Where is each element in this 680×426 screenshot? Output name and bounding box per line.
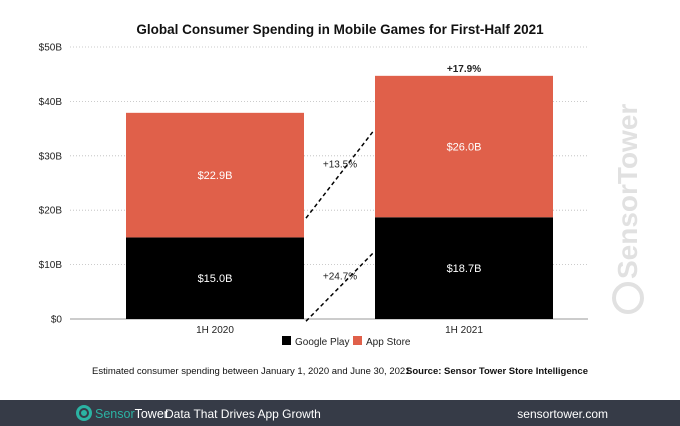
y-tick-label: $20B <box>39 206 63 217</box>
y-axis: $0 $10B $20B $30B $40B $50B <box>39 43 63 326</box>
y-tick-label: $10B <box>39 260 63 271</box>
data-label: $26.0B <box>447 142 482 154</box>
legend-label: App Store <box>366 337 411 348</box>
footer-brand: SensorTower <box>95 407 168 421</box>
bar-segment <box>126 237 304 319</box>
data-label: $22.9B <box>198 170 233 182</box>
growth-connectors: +24.7% +13.5% +17.9% <box>305 64 481 322</box>
watermark: SensorTower <box>612 104 644 314</box>
footer-logo-icon <box>76 405 92 421</box>
footer-bar <box>0 400 680 426</box>
growth-connector-line <box>305 131 374 219</box>
footer-tagline: Data That Drives App Growth <box>165 407 321 421</box>
total-growth-label: +17.9% <box>447 64 481 75</box>
chart-title: Global Consumer Spending in Mobile Games… <box>136 22 544 37</box>
source: Source: Sensor Tower Store Intelligence <box>406 366 588 377</box>
growth-label: +13.5% <box>323 159 357 170</box>
legend-swatch-app-store <box>353 336 362 345</box>
x-tick-label: 1H 2021 <box>445 325 483 336</box>
y-tick-label: $50B <box>39 43 63 54</box>
y-tick-label: $30B <box>39 151 63 162</box>
bar-segment <box>375 217 553 319</box>
footnote: Estimated consumer spending between Janu… <box>92 366 410 377</box>
growth-connector-line <box>305 252 374 322</box>
data-label: $15.0B <box>198 273 233 285</box>
growth-label: +24.7% <box>323 272 357 283</box>
legend-swatch-google-play <box>282 336 291 345</box>
legend-label: Google Play <box>295 337 349 348</box>
bars: $15.0B $22.9B $18.7B $26.0B <box>126 75 553 319</box>
legend: Google Play App Store <box>282 336 411 348</box>
watermark-text: SensorTower <box>612 104 643 279</box>
y-tick-label: $40B <box>39 97 63 108</box>
data-label: $18.7B <box>447 263 482 275</box>
x-tick-label: 1H 2020 <box>196 325 234 336</box>
footer-url[interactable]: sensortower.com <box>517 407 608 421</box>
bar-segment <box>126 112 304 238</box>
bar-segment <box>375 75 553 218</box>
y-tick-label: $0 <box>51 315 63 326</box>
watermark-logo-icon <box>612 282 644 314</box>
